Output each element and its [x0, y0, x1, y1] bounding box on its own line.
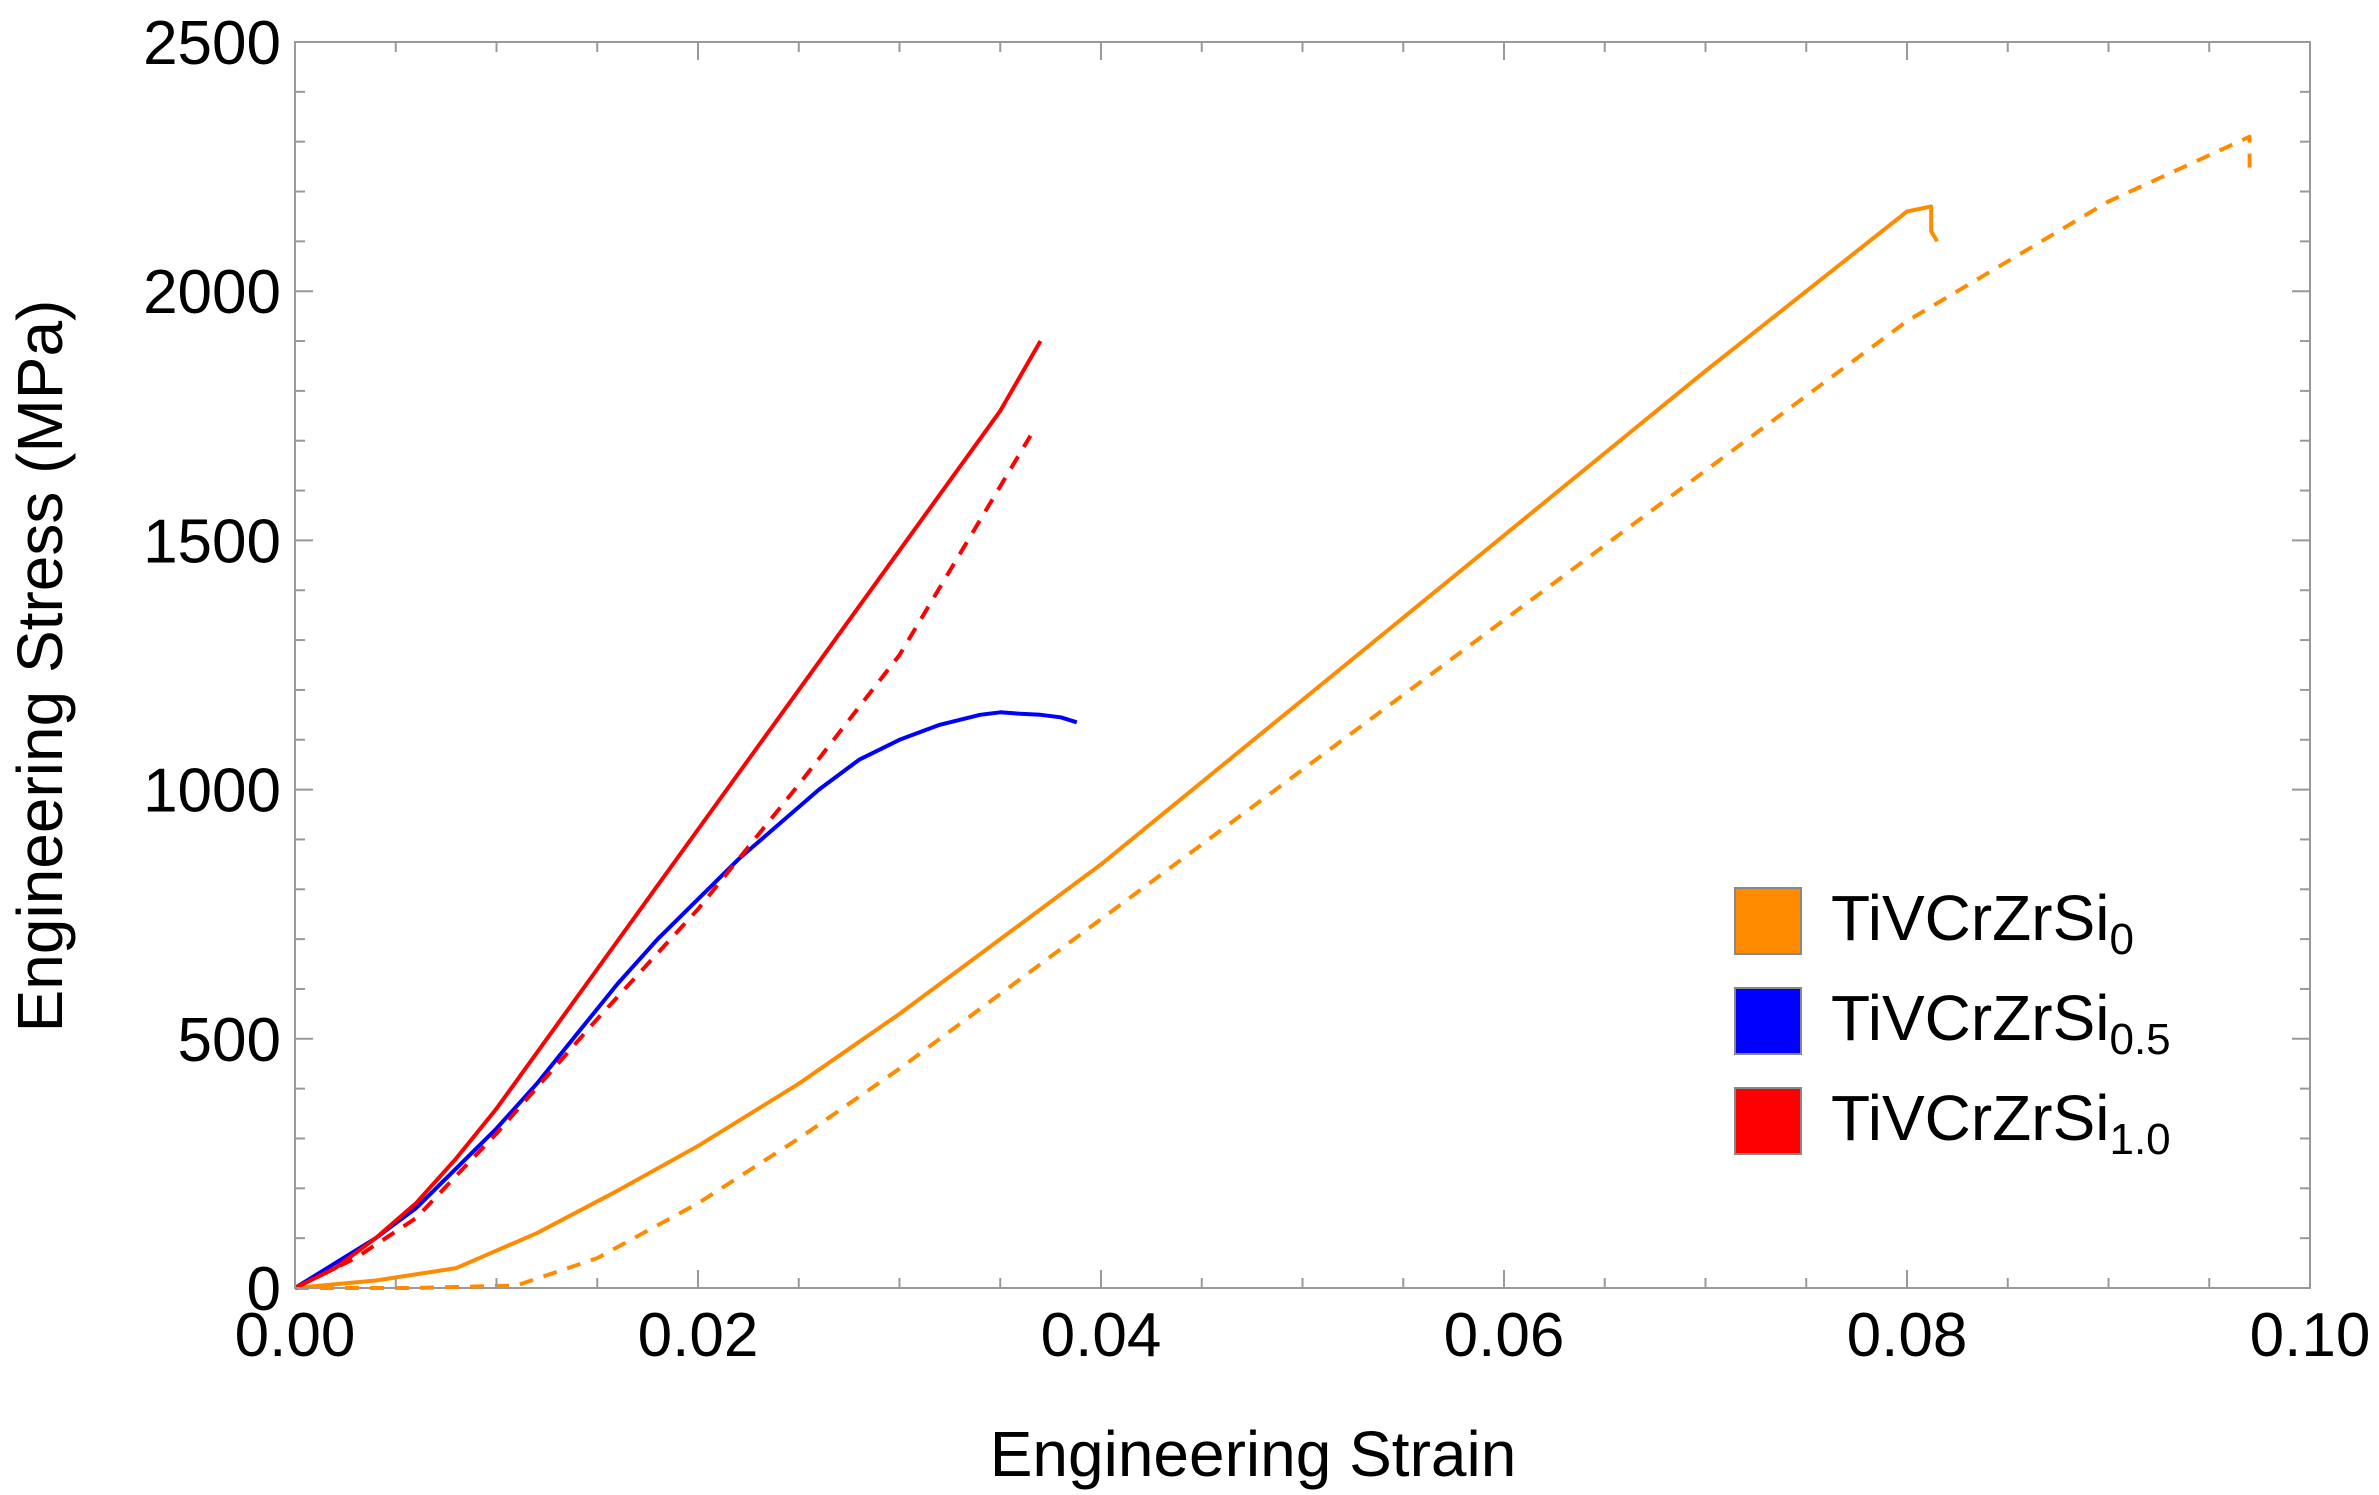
- x-tick-label-3: 0.06: [1444, 1301, 1565, 1370]
- x-tick-label-4: 0.08: [1847, 1301, 1968, 1370]
- x-tick-label-1: 0.02: [638, 1301, 759, 1370]
- series-line-2: [293, 710, 1078, 1290]
- tick-labels-group: 0.00 0.02 0.04 0.06 0.08 0.10 0 500 1000 1500 2000…: [143, 9, 2370, 1370]
- x-axis-title: Engineering Strain: [990, 1418, 1517, 1490]
- legend-label-base-0: TiVCrZrSi: [1831, 882, 2109, 954]
- series-line-3: [294, 340, 1043, 1290]
- series-line-1: [295, 134, 2252, 1290]
- legend-label-sub-2: 1.0: [2109, 1115, 2170, 1164]
- legend-label-1: TiVCrZrSi0.5: [1831, 982, 2171, 1064]
- legend-label-base-2: TiVCrZrSi: [1831, 1082, 2109, 1154]
- y-tick-label-0: 0: [247, 1255, 281, 1324]
- legend-label-sub-0: 0: [2109, 915, 2133, 964]
- y-tick-label-1: 500: [178, 1006, 281, 1075]
- y-tick-label-5: 2500: [143, 9, 281, 78]
- legend-swatch-1: [1734, 987, 1802, 1055]
- series-line-0: [294, 204, 1939, 1290]
- series-group: [293, 134, 2252, 1290]
- ticks-group: [294, 41, 2311, 1289]
- x-tick-label-0: 0.00: [235, 1301, 356, 1370]
- y-tick-label-3: 1500: [143, 507, 281, 576]
- y-axis-title: Engineering Stress (MPa): [4, 300, 76, 1033]
- legend-label-0: TiVCrZrSi0: [1831, 882, 2134, 964]
- legend-swatch-2: [1734, 1087, 1802, 1155]
- legend-label-base-1: TiVCrZrSi: [1831, 982, 2109, 1054]
- x-tick-label-5: 0.10: [2250, 1301, 2371, 1370]
- x-tick-label-2: 0.04: [1041, 1301, 1162, 1370]
- series-line-4: [294, 434, 1033, 1290]
- y-tick-label-2: 1000: [143, 757, 281, 826]
- y-tick-label-4: 2000: [143, 258, 281, 327]
- legend-swatch-0: [1734, 887, 1802, 955]
- legend-label-2: TiVCrZrSi1.0: [1831, 1082, 2171, 1164]
- legend-label-sub-1: 0.5: [2109, 1015, 2170, 1064]
